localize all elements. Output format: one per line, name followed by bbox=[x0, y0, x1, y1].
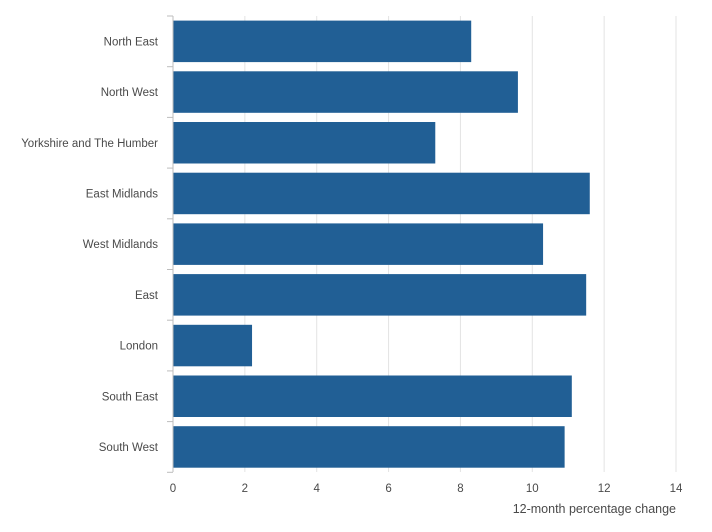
category-label: West Midlands bbox=[83, 239, 158, 251]
bar-east-midlands bbox=[173, 172, 590, 215]
category-labels: North East North West Yorkshire and The Hu… bbox=[21, 15, 173, 473]
category-label: Yorkshire and The Humber bbox=[21, 138, 158, 150]
bar-south-east bbox=[173, 375, 572, 417]
category-label: North East bbox=[104, 36, 159, 48]
x-tick-label: 0 bbox=[170, 483, 176, 495]
x-tick-label: 12 bbox=[598, 483, 611, 495]
category-label: South East bbox=[102, 391, 159, 403]
bar-north-west bbox=[173, 71, 518, 113]
x-tick-label: 8 bbox=[457, 483, 463, 495]
bar-yorkshire-and-the-humber bbox=[173, 122, 436, 164]
x-tick-label: 6 bbox=[385, 483, 391, 495]
bar-london bbox=[173, 324, 253, 367]
x-tick-label: 4 bbox=[314, 483, 321, 495]
category-label: East bbox=[135, 290, 159, 302]
x-axis-title: 12-month percentage change bbox=[513, 502, 676, 516]
x-tick-label: 14 bbox=[670, 483, 683, 495]
x-axis-ticks: 0 2 4 6 8 10 12 14 bbox=[170, 483, 683, 495]
category-label: London bbox=[120, 341, 158, 353]
category-label: South West bbox=[99, 442, 159, 454]
category-label: North West bbox=[101, 87, 159, 99]
category-label: East Midlands bbox=[86, 188, 158, 200]
bar-east bbox=[173, 274, 587, 316]
bar-south-west bbox=[173, 426, 565, 468]
x-tick-label: 10 bbox=[526, 483, 539, 495]
bar-west-midlands bbox=[173, 223, 544, 265]
bar-north-east bbox=[173, 20, 472, 63]
bars bbox=[173, 20, 590, 468]
x-tick-label: 2 bbox=[242, 483, 248, 495]
